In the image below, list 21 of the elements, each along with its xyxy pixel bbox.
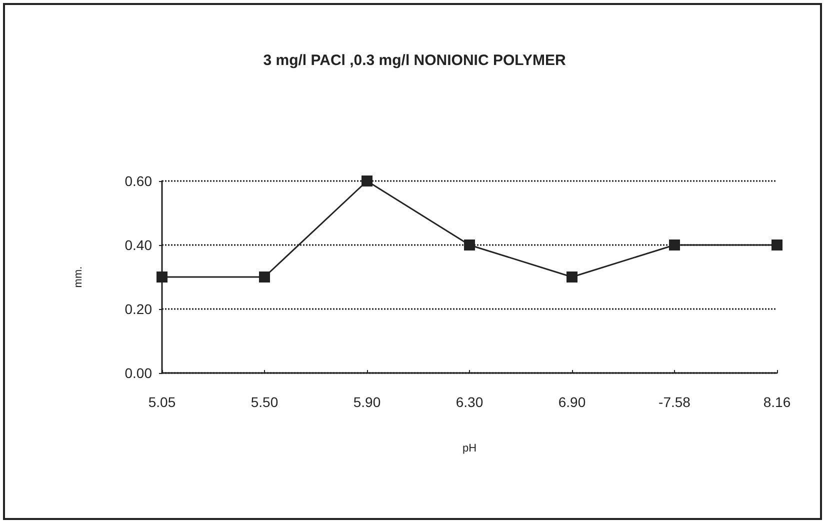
x-tick-label: 5.50 bbox=[250, 394, 278, 410]
y-tick-label: 0.00 bbox=[124, 365, 152, 381]
x-tick-label: 5.05 bbox=[148, 394, 176, 410]
x-tick-label: -7.58 bbox=[658, 394, 691, 410]
x-tick-label: 6.90 bbox=[558, 394, 586, 410]
point bbox=[772, 240, 782, 250]
y-axis-title: mm. bbox=[72, 266, 84, 288]
x-tick-label: 6.30 bbox=[456, 394, 484, 410]
point bbox=[156, 272, 168, 282]
point bbox=[669, 240, 680, 250]
point bbox=[362, 176, 372, 186]
y-tick-label: 0.20 bbox=[124, 301, 152, 317]
point bbox=[259, 272, 270, 282]
y-tick-label: 0.40 bbox=[124, 237, 152, 253]
x-tick-label: 5.90 bbox=[353, 394, 381, 410]
y-tick-label: 0.60 bbox=[124, 173, 152, 189]
x-tick-label: 8.16 bbox=[763, 394, 791, 410]
point bbox=[464, 240, 475, 250]
x-axis-title: pH bbox=[462, 442, 477, 454]
point bbox=[566, 272, 578, 282]
chart-title: 3 mg/l PACl ,0.3 mg/l NONIONIC POLYMER bbox=[263, 52, 566, 69]
